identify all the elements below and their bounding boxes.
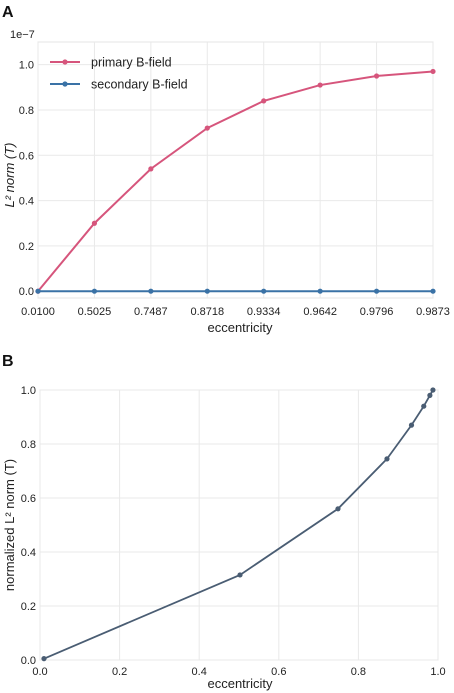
legend-swatch-marker	[62, 59, 68, 65]
panel-a-x-ticks: 0.0100 0.5025 0.7487 0.8718 0.9334 0.9642 0.97…	[21, 306, 450, 318]
panel-a-x-tick-label: 0.9796	[360, 306, 394, 318]
panel-b-xlabel: eccentricity	[207, 676, 273, 691]
panel-a-label: A	[2, 4, 14, 21]
panel-b-data-point	[427, 392, 433, 398]
panel-a-data-point	[317, 288, 323, 294]
panel-a-y-tick-label: 0.2	[19, 241, 34, 253]
panel-a-ylabel: L² norm (T)	[2, 143, 17, 208]
panel-a-data-point	[204, 288, 210, 294]
panel-b-grid	[39, 389, 439, 661]
panel-a-data-point	[430, 288, 436, 294]
panel-a-scale-note: 1e−7	[10, 29, 35, 41]
panel-a-x-tick-label: 0.9642	[303, 306, 337, 318]
panel-b-y-ticks: 0.0 0.2 0.4 0.6 0.8 1.0	[21, 385, 36, 667]
panel-a-y-tick-label: 0.4	[19, 196, 34, 208]
panel-a-data-point	[204, 125, 210, 131]
panel-b-series-line	[43, 389, 434, 660]
panel-b-x-tick-label: 0.0	[32, 666, 47, 678]
panel-a-legend: primary B-field secondary B-field	[50, 56, 188, 92]
panel-b-label: B	[2, 353, 14, 370]
panel-b-y-tick-label: 0.0	[21, 655, 36, 667]
panel-a-data-point	[373, 288, 380, 294]
panel-a-x-tick-label: 0.0100	[21, 306, 55, 318]
panel-b-y-tick-label: 0.4	[21, 547, 36, 559]
panel-a-series	[35, 68, 436, 294]
panel-a-y-tick-label: 0.0	[19, 286, 34, 298]
panel-a-y-tick-label: 0.8	[19, 105, 34, 117]
panel-b-x-tick-label: 0.4	[192, 666, 207, 678]
panel-b-x-tick-label: 0.8	[351, 666, 366, 678]
legend-label: primary B-field	[91, 56, 172, 70]
panel-b-data-point	[384, 456, 390, 462]
legend-swatch-marker	[62, 81, 68, 87]
panel-b-x-tick-label: 0.2	[112, 666, 127, 678]
panel-a-x-tick-label: 0.8718	[190, 306, 224, 318]
panel-b-ylabel: normalized L² norm (T)	[2, 459, 17, 591]
panel-a-y-tick-label: 0.6	[19, 150, 34, 162]
panel-b-data-point	[421, 403, 427, 409]
panel-a-data-point	[148, 288, 154, 294]
panel-b-y-tick-label: 1.0	[21, 385, 36, 397]
legend-label: secondary B-field	[91, 78, 188, 92]
panel-b: B eccentricity normalized L² norm (T) 0.…	[2, 353, 446, 691]
panel-a-data-point	[91, 288, 98, 294]
panel-a-data-point	[35, 288, 41, 294]
panel-b-data-point	[41, 656, 47, 662]
panel-a-x-tick-label: 0.9334	[247, 306, 281, 318]
panel-b-data-point	[335, 506, 341, 512]
panel-b-y-tick-label: 0.2	[21, 601, 36, 613]
panel-b-x-ticks: 0.0 0.2 0.4 0.6 0.8 1.0	[32, 666, 445, 678]
panel-b-plot-area	[39, 389, 439, 661]
panel-a-data-point	[91, 220, 98, 226]
panel-b-x-tick-label: 1.0	[430, 666, 445, 678]
panel-a-data-point	[317, 82, 323, 88]
panel-a-data-point	[148, 166, 154, 172]
panel-a-y-ticks: 0.0 0.2 0.4 0.6 0.8 1.0	[19, 60, 34, 299]
panel-a-y-tick-label: 1.0	[19, 60, 34, 72]
panel-b-y-tick-label: 0.8	[21, 439, 36, 451]
panel-a: A 1e−7 eccentricity L² norm (T) 0.00.20.…	[2, 4, 450, 335]
panel-a-series-line	[37, 70, 434, 292]
panel-a-data-point	[430, 68, 436, 75]
panel-a-data-point	[373, 73, 380, 79]
panel-b-x-tick-label: 0.6	[271, 666, 286, 678]
panel-a-xlabel: eccentricity	[207, 320, 273, 335]
panel-b-data-point	[430, 387, 436, 393]
panel-a-data-point	[261, 288, 267, 294]
panel-b-data-point	[237, 572, 243, 578]
panel-a-x-tick-label: 0.7487	[134, 306, 168, 318]
panel-b-y-tick-label: 0.6	[21, 493, 36, 505]
panel-b-data-point	[408, 422, 415, 428]
panel-a-x-tick-label: 0.9873	[416, 306, 450, 318]
panel-b-series	[41, 387, 436, 662]
panel-a-x-tick-label: 0.5025	[78, 306, 112, 318]
panel-a-data-point	[261, 98, 267, 104]
